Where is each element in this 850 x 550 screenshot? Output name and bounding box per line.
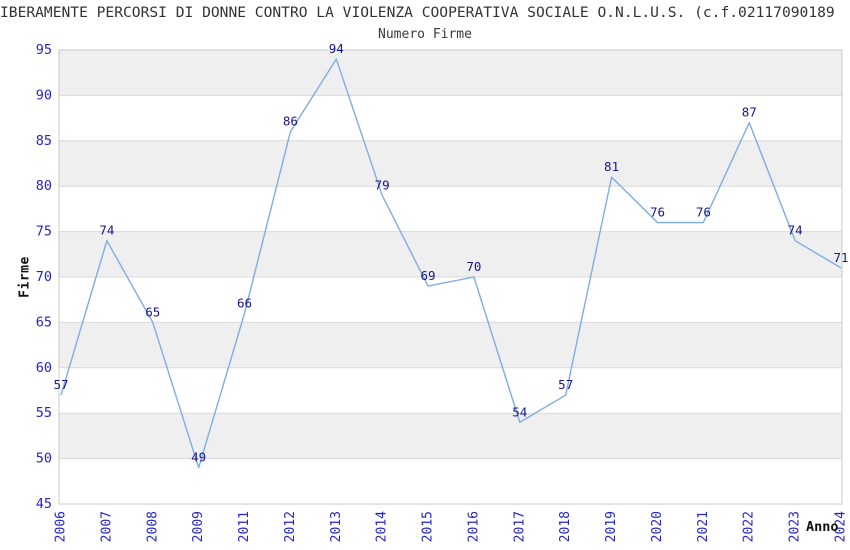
y-tick-label: 80 bbox=[36, 178, 52, 194]
data-point-label: 79 bbox=[375, 177, 390, 192]
x-tick-label: 2008 bbox=[145, 511, 160, 542]
data-point-label: 69 bbox=[421, 268, 436, 283]
y-tick-label: 45 bbox=[36, 496, 52, 512]
x-tick-label: 2021 bbox=[696, 511, 711, 542]
x-tick-label: 2006 bbox=[54, 511, 69, 542]
grid-band bbox=[59, 231, 842, 277]
data-point-label: 70 bbox=[466, 259, 481, 274]
x-tick-label: 2014 bbox=[375, 511, 390, 542]
data-point-label: 74 bbox=[99, 223, 114, 238]
x-axis-title: Anno bbox=[806, 519, 839, 535]
grid-band bbox=[59, 413, 842, 459]
y-tick-label: 90 bbox=[36, 87, 52, 103]
data-point-label: 94 bbox=[329, 41, 344, 56]
data-point-label: 66 bbox=[237, 295, 252, 310]
data-point-label: 87 bbox=[742, 105, 757, 120]
data-point-label: 49 bbox=[191, 450, 206, 465]
x-tick-labels: 2006 2007 2008 2009 2011 2012 2013 2014 2015 2016… bbox=[54, 511, 849, 542]
x-tick-label: 2007 bbox=[99, 511, 114, 542]
grid-band bbox=[59, 322, 842, 368]
y-tick-label: 70 bbox=[36, 269, 52, 285]
x-tick-label: 2020 bbox=[650, 511, 665, 542]
x-tick-label: 2024 bbox=[834, 511, 849, 542]
x-tick-label: 2009 bbox=[191, 511, 206, 542]
x-tick-label: 2012 bbox=[283, 511, 298, 542]
x-tick-label: 2011 bbox=[237, 511, 252, 542]
y-tick-label: 50 bbox=[36, 451, 52, 467]
y-tick-label: 75 bbox=[36, 224, 52, 240]
data-point-label: 74 bbox=[788, 223, 803, 238]
data-point-label: 57 bbox=[558, 377, 573, 392]
x-tick-label: 2016 bbox=[466, 511, 481, 542]
series-line-numero-firme bbox=[60, 58, 842, 469]
data-point-label: 76 bbox=[696, 205, 711, 220]
data-point-labels: 57 74 65 49 66 86 94 79 69 70 54 57 81 76 76 87 74 71 bbox=[53, 41, 848, 465]
data-point-label: 86 bbox=[283, 114, 298, 129]
x-tick-label: 2018 bbox=[558, 511, 573, 542]
x-tick-label: 2019 bbox=[604, 511, 619, 542]
data-point-label: 71 bbox=[833, 250, 848, 265]
y-tick-label: 95 bbox=[36, 42, 52, 58]
data-point-label: 57 bbox=[53, 377, 68, 392]
plot-border bbox=[58, 49, 843, 505]
data-point-label: 65 bbox=[145, 304, 160, 319]
x-tick-label: 2023 bbox=[788, 511, 803, 542]
data-point-label: 81 bbox=[604, 159, 619, 174]
x-tick-label: 2017 bbox=[512, 511, 527, 542]
data-point-label: 54 bbox=[512, 404, 527, 419]
y-tick-labels: 45 50 55 60 65 70 75 80 85 90 95 bbox=[36, 42, 52, 512]
grid-band bbox=[59, 140, 842, 187]
grid-bands bbox=[59, 50, 842, 459]
y-tick-label: 85 bbox=[36, 133, 52, 149]
chart-title: IBERAMENTE PERCORSI DI DONNE CONTRO LA V… bbox=[0, 4, 835, 21]
y-axis-title: Firme bbox=[17, 256, 33, 298]
y-tick-label: 65 bbox=[36, 314, 52, 330]
y-tick-label: 55 bbox=[36, 405, 52, 421]
y-tick-label: 60 bbox=[36, 360, 52, 376]
x-tick-label: 2022 bbox=[742, 511, 757, 542]
data-point-label: 76 bbox=[650, 205, 665, 220]
chart-subtitle: Numero Firme bbox=[378, 27, 472, 42]
x-tick-label: 2015 bbox=[421, 511, 436, 542]
x-tick-label: 2013 bbox=[329, 511, 344, 542]
grid-band bbox=[59, 50, 842, 96]
